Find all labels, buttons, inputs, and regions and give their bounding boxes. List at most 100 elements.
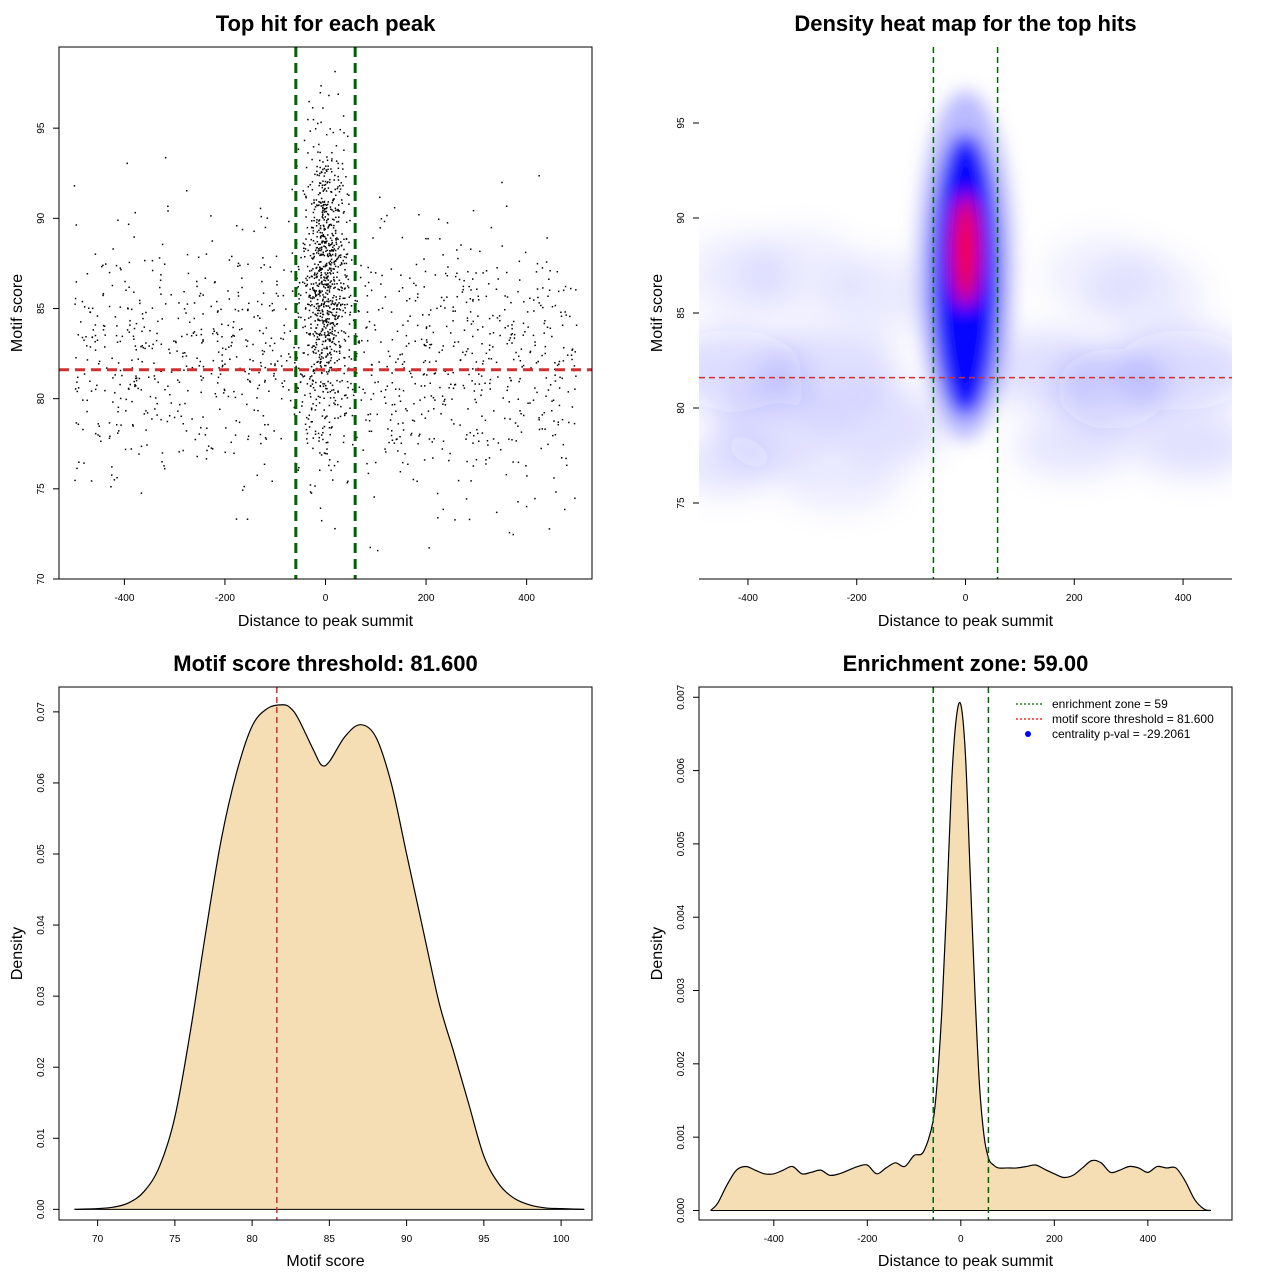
scatter-point xyxy=(323,201,325,204)
scatter-point xyxy=(518,380,520,383)
scatter-point xyxy=(567,391,570,393)
scatter-point xyxy=(323,276,325,278)
scatter-point xyxy=(304,423,307,426)
scatter-point xyxy=(333,278,335,281)
chart-title: Top hit for each peak xyxy=(216,11,436,36)
scatter-point xyxy=(319,231,321,234)
scatter-point xyxy=(145,429,147,431)
scatter-point xyxy=(472,442,474,444)
scatter-point xyxy=(340,405,342,408)
scatter-point xyxy=(334,392,336,394)
scatter-point xyxy=(309,491,312,493)
scatter-point xyxy=(545,377,548,379)
scatter-point xyxy=(328,340,331,342)
scatter-point xyxy=(348,356,351,358)
scatter-point xyxy=(434,274,437,276)
scatter-point xyxy=(454,383,457,386)
scatter-point xyxy=(334,399,337,402)
scatter-point xyxy=(316,338,318,341)
scatter-point xyxy=(73,185,76,187)
scatter-point xyxy=(313,305,316,308)
scatter-point xyxy=(112,377,114,379)
scatter-point xyxy=(341,287,344,289)
scatter-point xyxy=(368,420,371,422)
scatter-point xyxy=(428,347,431,349)
scatter-point xyxy=(321,343,324,346)
scatter-point xyxy=(257,315,259,317)
scatter-point xyxy=(235,518,238,520)
scatter-point xyxy=(274,363,276,365)
scatter-point xyxy=(347,286,350,289)
scatter-point xyxy=(216,340,219,343)
scatter-point xyxy=(317,263,320,266)
scatter-point xyxy=(321,201,324,203)
scatter-point xyxy=(321,415,324,417)
scatter-point xyxy=(319,166,321,169)
scatter-point xyxy=(75,422,78,424)
scatter-point xyxy=(346,481,349,484)
scatter-point xyxy=(452,387,455,390)
scatter-point xyxy=(466,317,469,319)
scatter-point xyxy=(430,395,433,397)
density-blob xyxy=(823,387,944,467)
scatter-point xyxy=(333,261,335,264)
scatter-point xyxy=(298,281,301,284)
scatter-point xyxy=(501,245,504,247)
x-tick-label: 95 xyxy=(478,1234,490,1245)
scatter-point xyxy=(529,297,531,300)
scatter-point xyxy=(508,339,511,341)
scatter-point xyxy=(321,281,323,283)
scatter-point xyxy=(223,388,226,391)
scatter-point xyxy=(94,334,97,337)
scatter-point xyxy=(479,250,481,253)
scatter-point xyxy=(558,404,561,407)
scatter-point xyxy=(305,166,308,169)
scatter-point xyxy=(340,245,343,247)
scatter-point xyxy=(510,379,512,382)
scatter-point xyxy=(556,270,559,273)
scatter-point xyxy=(477,329,479,331)
scatter-point xyxy=(315,294,318,296)
scatter-point xyxy=(302,326,304,329)
scatter-point xyxy=(289,330,291,332)
scatter-point xyxy=(475,458,478,461)
scatter-point xyxy=(362,388,364,391)
scatter-point xyxy=(330,348,333,351)
scatter-point xyxy=(333,260,336,263)
scatter-point xyxy=(338,340,340,343)
scatter-point xyxy=(374,329,377,331)
scatter-point xyxy=(227,395,230,398)
scatter-point xyxy=(268,390,270,393)
scatter-point xyxy=(117,410,119,413)
scatter-point xyxy=(304,394,306,396)
scatter-point xyxy=(111,284,114,287)
scatter-point xyxy=(305,209,307,211)
scatter-point xyxy=(391,338,394,341)
scatter-point xyxy=(164,156,167,159)
scatter-point xyxy=(306,438,308,440)
scatter-point xyxy=(471,380,473,382)
scatter-point xyxy=(488,349,491,351)
scatter-point xyxy=(489,333,491,335)
scatter-point xyxy=(339,381,341,383)
scatter-point xyxy=(316,240,319,243)
scatter-point xyxy=(323,209,326,211)
scatter-point xyxy=(216,300,218,303)
x-tick-label: 400 xyxy=(1175,593,1192,604)
scatter-point xyxy=(323,189,326,191)
y-tick-label: 75 xyxy=(36,483,47,495)
scatter-point xyxy=(319,295,321,297)
scatter-point xyxy=(314,346,317,349)
scatter-point xyxy=(477,299,480,301)
scatter-point xyxy=(105,367,108,369)
scatter-point xyxy=(378,361,380,363)
scatter-point xyxy=(358,340,360,342)
scatter-point xyxy=(543,332,545,334)
scatter-point xyxy=(471,368,474,370)
scatter-point xyxy=(119,383,121,386)
scatter-point xyxy=(385,402,387,404)
scatter-point xyxy=(331,314,334,316)
scatter-point xyxy=(214,393,217,395)
scatter-point xyxy=(482,360,485,362)
scatter-point xyxy=(334,232,337,234)
